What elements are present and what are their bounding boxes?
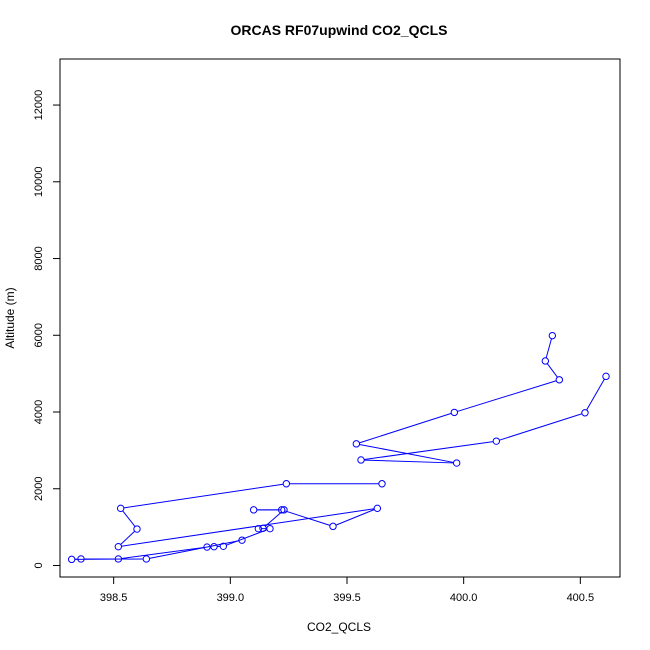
series-line-segment [457,380,557,412]
data-point [116,504,125,513]
series-line-segment [149,540,239,559]
series-line-segment [546,363,558,378]
data-point [450,408,459,417]
data-point [555,376,564,384]
series-line-segment [586,378,605,411]
series-line-segment [123,483,284,509]
data-point [452,459,461,467]
series-line-segment [499,413,583,441]
data-point [238,536,246,544]
y-axis: 0 2000 4000 6000 8000 10000 12000 [33,90,61,569]
data-point [114,542,123,551]
data-point [541,357,550,365]
data-point [249,506,258,514]
x-tick-label: 399.5 [333,592,361,604]
data-point [114,555,123,563]
series-line-segment [364,441,494,461]
data-point [352,440,361,448]
series-line-segment [284,510,331,526]
data-point [373,504,382,513]
data-point [378,480,386,488]
y-axis-label: Altitude (m) [3,287,17,348]
data-point [67,555,76,564]
x-tick-label: 400.5 [567,592,595,604]
series-line-segment [122,510,136,527]
data-point [602,372,610,381]
series-line-segment [120,530,136,545]
x-tick-label: 399.0 [217,592,245,604]
series-line-segment [226,529,268,546]
data-point [259,524,267,532]
data-point [254,524,263,533]
data-point [210,542,218,551]
data-point [77,555,85,563]
data-point [581,409,589,417]
series-line-segment [545,338,552,359]
y-tick-label: 0 [33,562,45,568]
series-line-segment [121,547,204,560]
series-layer [67,331,610,564]
data-point [357,456,365,464]
data-point [329,522,337,531]
x-axis: 398.5 399.0 399.5 400.0 400.5 [100,576,595,604]
x-tick-label: 398.5 [100,592,128,604]
data-point [142,555,151,563]
data-point [548,331,557,340]
y-tick-label: 6000 [33,323,45,347]
series-line-segment [265,511,282,527]
series-line-segment [335,509,375,526]
chart-title: ORCAS RF07upwind CO2_QCLS [230,22,447,38]
x-tick-label: 400.0 [450,592,478,604]
x-axis-label: CO2_QCLS [307,620,371,634]
series-line-segment [359,412,452,444]
series-line-segment [364,459,454,464]
data-point [203,543,211,551]
data-point [219,542,228,551]
data-point [277,506,286,514]
data-point [282,480,291,488]
y-tick-label: 8000 [33,246,45,270]
data-point [280,506,288,514]
data-point [133,525,141,533]
y-tick-label: 12000 [33,90,45,121]
series-line-segment [121,508,375,547]
y-tick-label: 10000 [33,166,45,197]
data-point [266,524,274,533]
data-point [492,437,501,445]
y-tick-label: 2000 [33,477,45,501]
y-tick-label: 4000 [33,400,45,424]
